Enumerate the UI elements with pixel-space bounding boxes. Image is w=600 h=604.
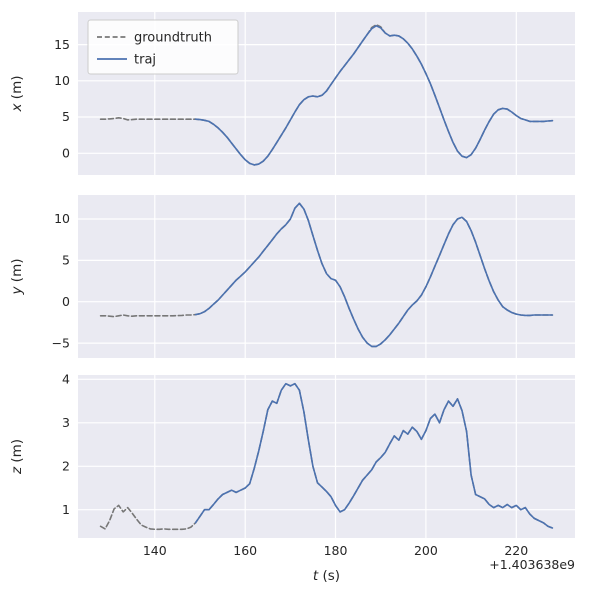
- series-line-traj: [194, 202, 554, 348]
- y-tick-label: 4: [62, 372, 70, 387]
- legend-box: [87, 19, 239, 75]
- legend-label: traj: [134, 53, 156, 68]
- subplot-z: 1 2 3 4 z (m): [9, 372, 575, 538]
- y-tick-label: 0: [62, 146, 70, 161]
- x-tick-label: 140: [143, 543, 167, 558]
- y-tick-label: 10: [54, 211, 70, 226]
- y-tick-label: 3: [62, 415, 70, 430]
- x-tick-label: 180: [324, 543, 348, 558]
- y-axis-label: z (m): [9, 439, 25, 475]
- x-tick-label: 220: [504, 543, 528, 558]
- y-tick-label: 1: [62, 502, 70, 517]
- legend-label: groundtruth: [134, 31, 212, 46]
- x-tick-label: 200: [414, 543, 438, 558]
- x-axis-label: t (s): [313, 568, 340, 584]
- y-tick-label: −5: [52, 335, 70, 350]
- subplot-y: −5 0 5 10 y (m): [9, 195, 575, 358]
- series-line-traj: [194, 382, 554, 529]
- y-tick-label: 0: [62, 294, 70, 309]
- x-tick-label: 160: [233, 543, 257, 558]
- y-tick-label: 2: [62, 459, 70, 474]
- y-tick-label: 15: [54, 37, 70, 52]
- y-axis-label: y (m): [9, 259, 25, 296]
- series-line-traj: [194, 25, 554, 166]
- x-axis-offset-text: +1.403638e9: [489, 557, 575, 572]
- axes-background: [78, 375, 575, 538]
- y-tick-label: 5: [62, 253, 70, 268]
- legend: groundtruth traj: [87, 19, 239, 75]
- y-axis-label: x (m): [9, 76, 25, 113]
- axes-background: [78, 195, 575, 358]
- y-tick-label: 5: [62, 109, 70, 124]
- y-tick-label: 10: [54, 73, 70, 88]
